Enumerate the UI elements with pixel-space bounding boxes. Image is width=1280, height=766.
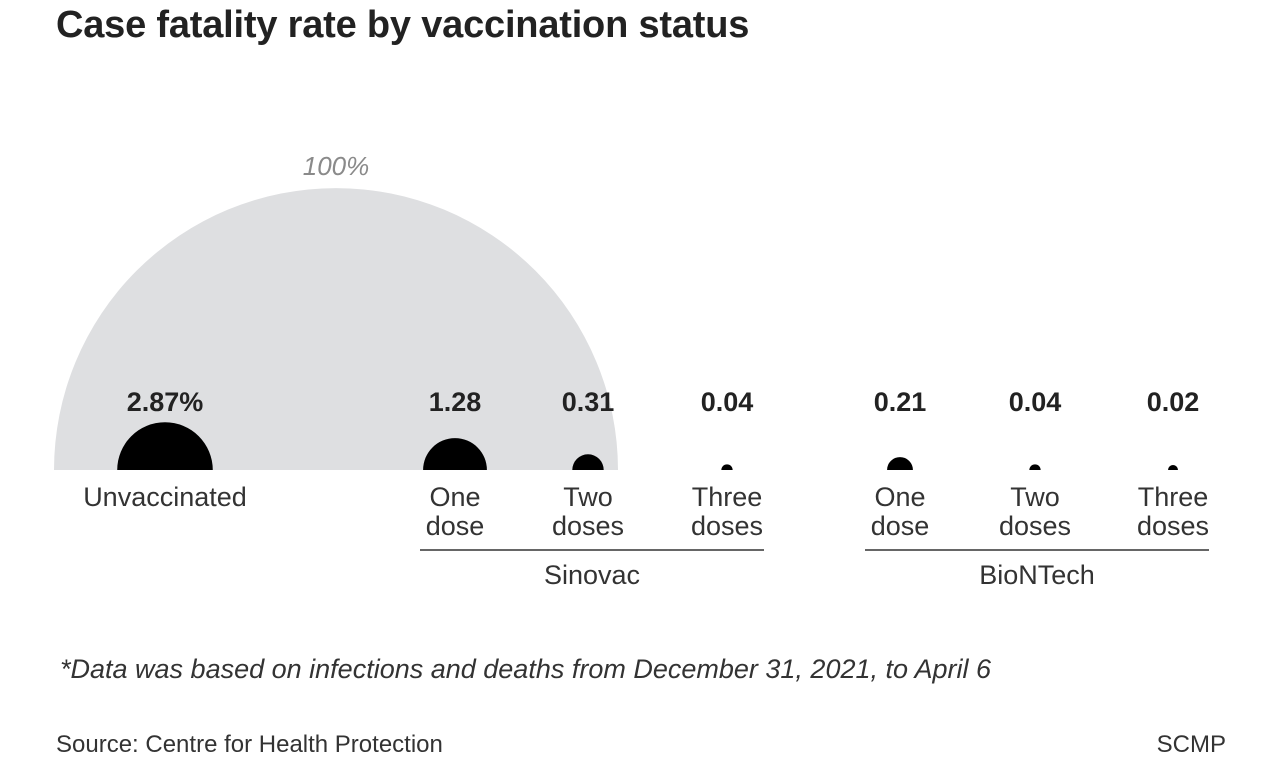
category-label: Two	[1010, 482, 1060, 512]
data-semicircle	[721, 464, 733, 470]
category-label: dose	[871, 511, 930, 541]
chart-source: Source: Centre for Health Protection	[56, 731, 443, 758]
category-label: Three	[692, 482, 763, 512]
data-semicircle	[887, 457, 913, 470]
chart-footnote: *Data was based on infections and deaths…	[60, 654, 992, 684]
value-label: 1.28	[429, 387, 482, 417]
category-label: doses	[999, 511, 1071, 541]
category-label: doses	[1137, 511, 1209, 541]
category-label: doses	[691, 511, 763, 541]
value-label: 0.02	[1147, 387, 1200, 417]
category-label: Three	[1138, 482, 1209, 512]
group-label: BioNTech	[979, 560, 1095, 590]
data-semicircle	[423, 438, 487, 470]
data-semicircle	[1029, 464, 1041, 470]
value-label: 0.04	[701, 387, 754, 417]
category-label: dose	[426, 511, 485, 541]
reference-semicircle	[54, 188, 618, 470]
category-label: Two	[563, 482, 613, 512]
category-label: Unvaccinated	[83, 482, 247, 512]
value-label: 0.21	[874, 387, 927, 417]
group-label: Sinovac	[544, 560, 640, 590]
category-label: One	[429, 482, 480, 512]
value-label: 0.31	[562, 387, 615, 417]
data-semicircle	[117, 422, 213, 470]
chart-title: Case fatality rate by vaccination status	[56, 4, 750, 46]
data-semicircle	[1168, 465, 1178, 470]
reference-label: 100%	[303, 151, 370, 181]
value-label: 0.04	[1009, 387, 1062, 417]
value-label: 2.87%	[127, 387, 204, 417]
category-label: doses	[552, 511, 624, 541]
data-semicircle	[572, 454, 604, 470]
category-label: One	[874, 482, 925, 512]
chart-credit: SCMP	[1156, 731, 1226, 758]
